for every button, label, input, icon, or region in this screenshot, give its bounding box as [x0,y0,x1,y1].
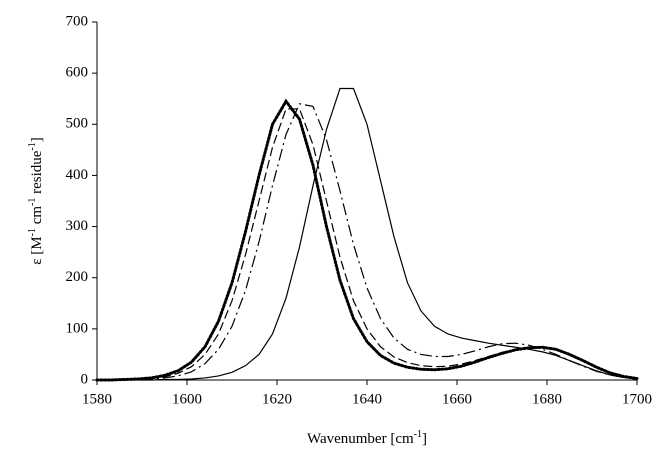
label-part: cm [29,206,45,228]
y-axis-title: ε [M-1 cm-1 residue-1] [27,137,46,265]
x-tick-label: 1640 [352,391,382,407]
y-tick-label: 200 [66,269,89,285]
y-tick-label: 500 [66,116,89,132]
x-tick-label: 1600 [172,391,202,407]
y-tick-label: 400 [66,167,89,183]
x-tick-label: 1620 [262,391,292,407]
y-tick-label: 100 [66,320,89,336]
x-tick-label: 1680 [532,391,562,407]
superscript: -1 [27,198,38,206]
label-part: Wavenumber [cm [307,431,414,447]
label-part: ] [29,137,45,142]
series-line [97,87,638,381]
y-tick-label: 300 [66,218,89,234]
y-tick-label: 700 [66,13,89,29]
superscript: -1 [414,429,422,440]
x-axis-title: Wavenumber [cm-1] [307,429,427,448]
label-part: ] [422,431,427,447]
x-tick-label: 1700 [622,391,652,407]
series-line [97,103,638,381]
superscript: -1 [27,228,38,236]
y-tick-label: 0 [81,371,89,387]
y-tick-label: 600 [66,65,89,81]
x-tick-label: 1660 [442,391,472,407]
x-tick-label: 1580 [82,391,112,407]
label-part: ε [M [29,236,45,264]
series-line [97,108,638,381]
label-part: residue [29,150,45,197]
superscript: -1 [27,142,38,150]
series-line [95,98,639,382]
